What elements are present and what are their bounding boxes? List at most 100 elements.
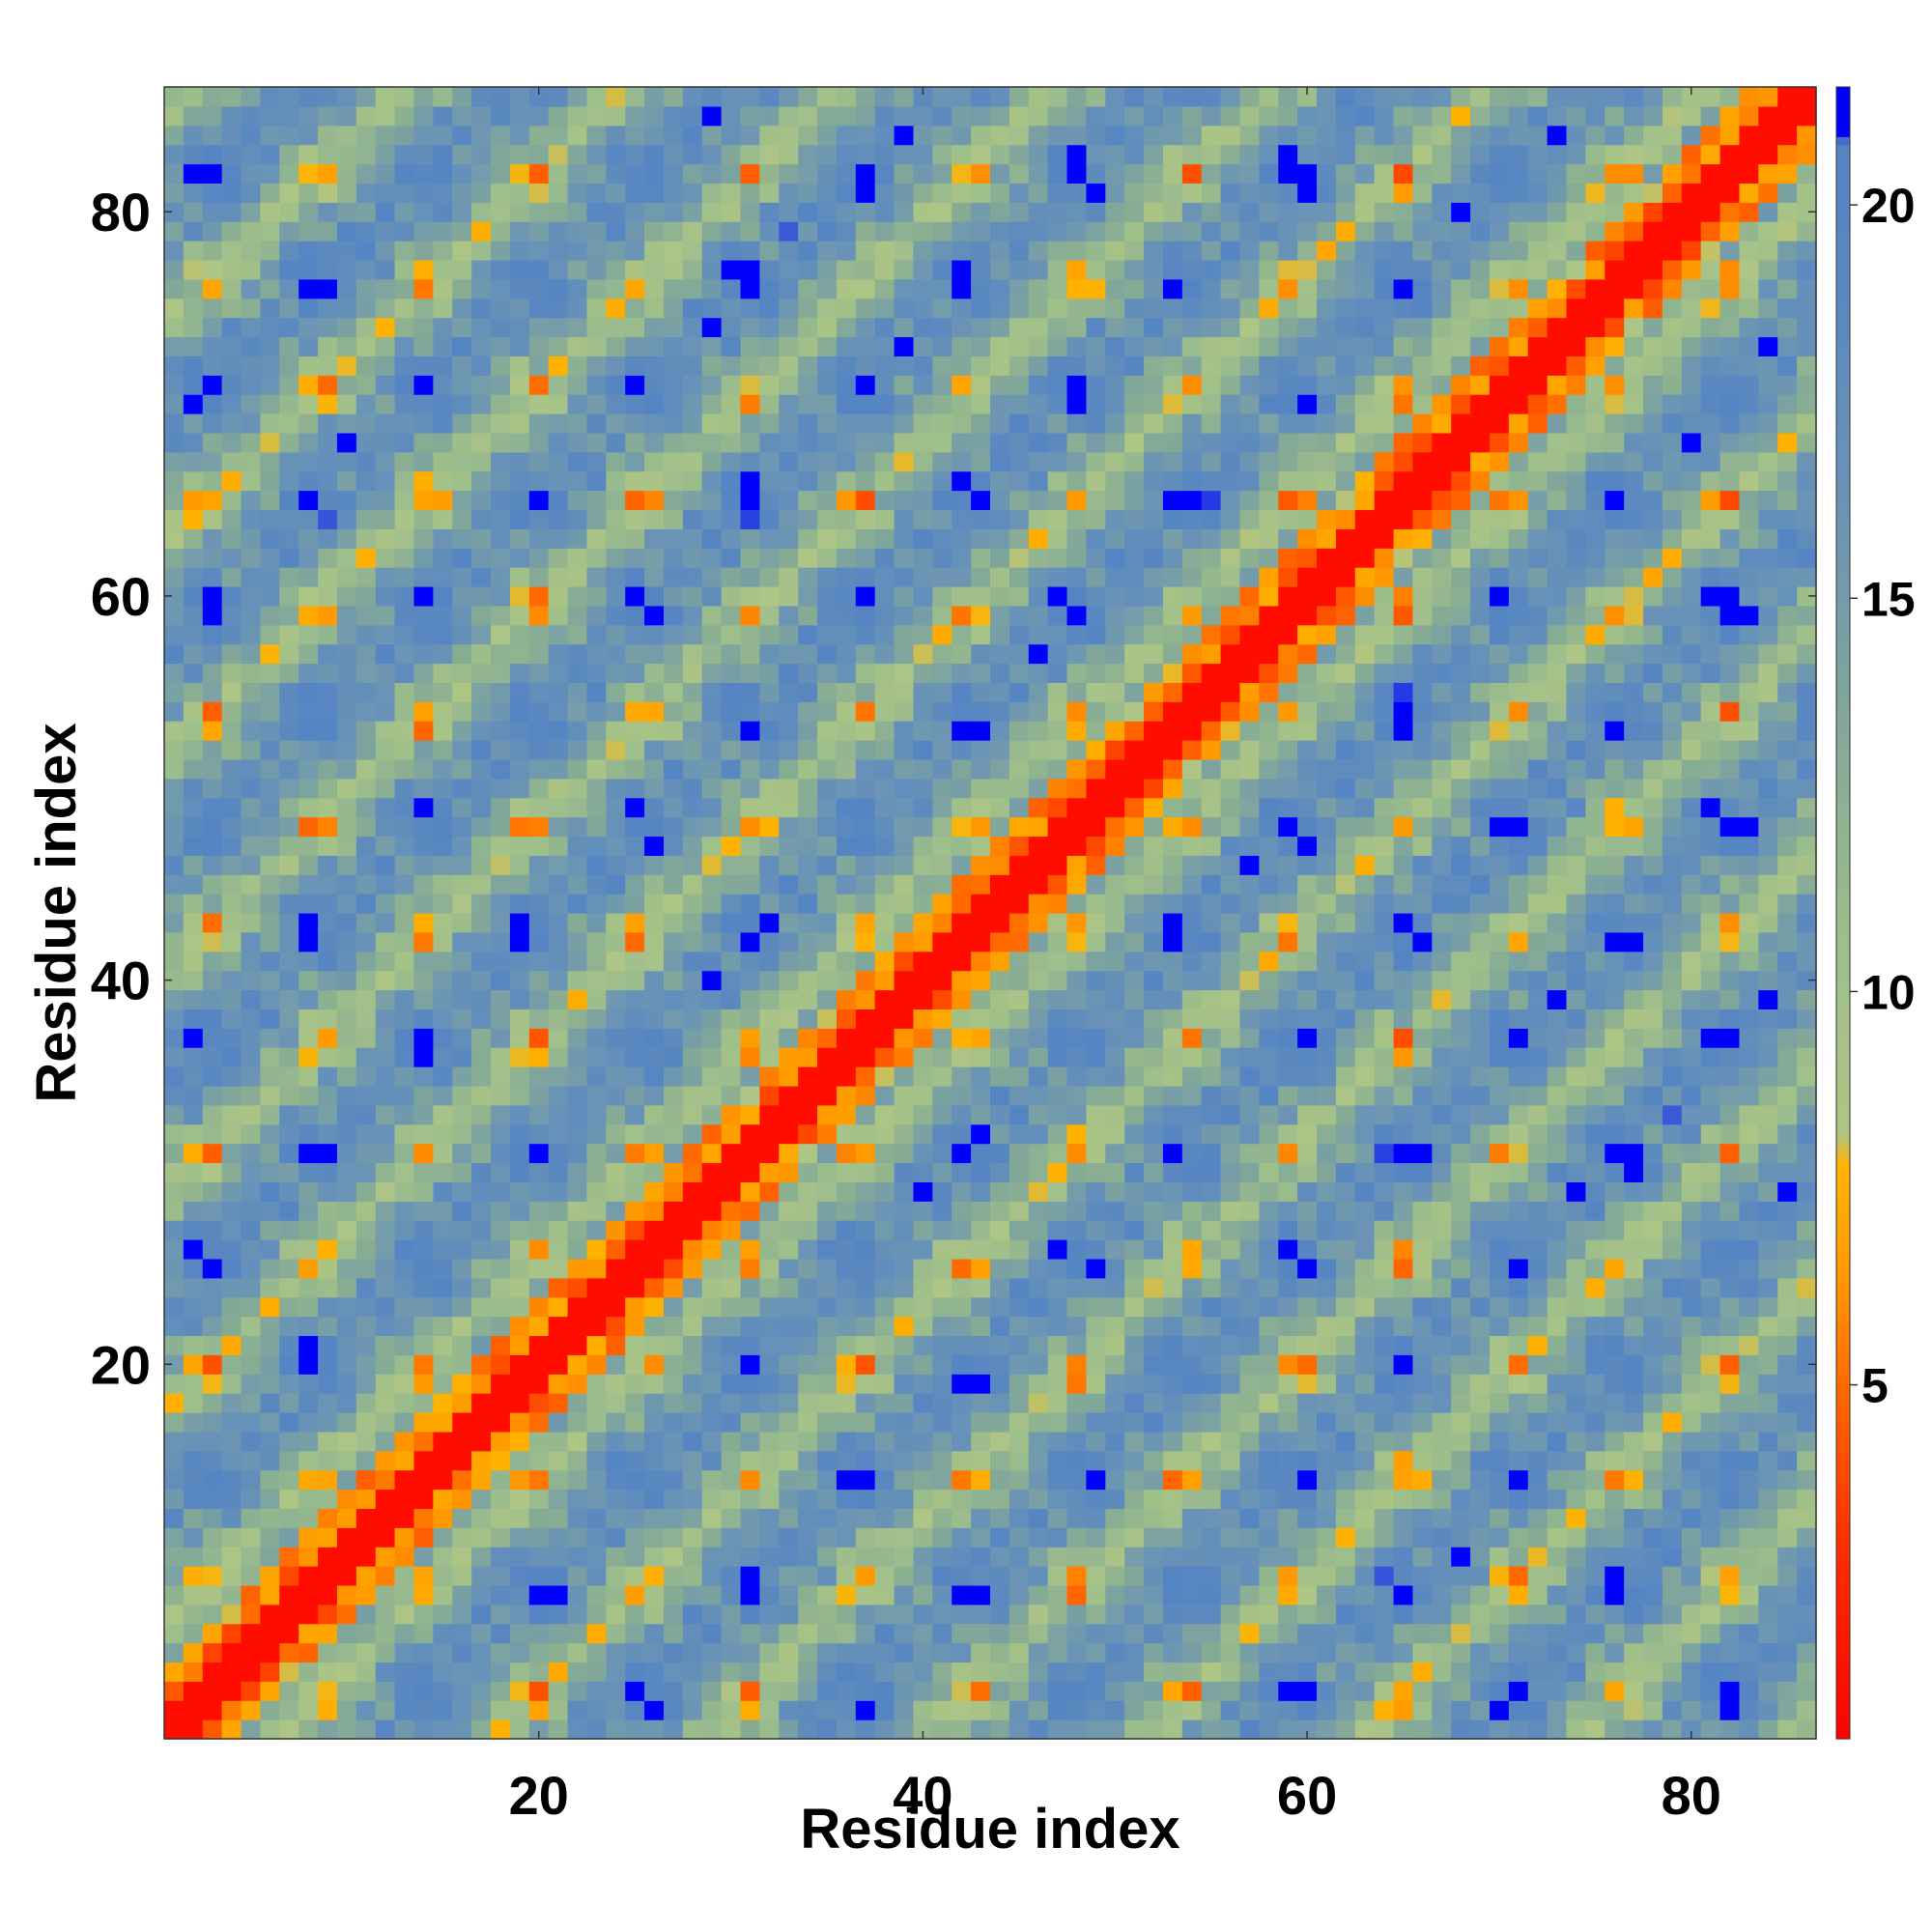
heatmap-cell bbox=[471, 1354, 492, 1375]
heatmap-cell bbox=[491, 1374, 511, 1394]
heatmap-cell bbox=[452, 1642, 472, 1663]
heatmap-cell bbox=[1086, 1469, 1106, 1491]
heatmap-cell bbox=[394, 528, 415, 549]
heatmap-cell bbox=[1162, 394, 1183, 414]
heatmap-cell bbox=[606, 567, 626, 587]
heatmap-cell bbox=[1124, 1335, 1145, 1355]
heatmap-cell bbox=[1086, 931, 1106, 952]
heatmap-cell bbox=[1144, 1469, 1164, 1491]
heatmap-cell bbox=[1124, 432, 1145, 453]
heatmap-cell bbox=[701, 105, 723, 127]
heatmap-cell bbox=[990, 1277, 1010, 1298]
heatmap-cell bbox=[1144, 1028, 1164, 1048]
heatmap-cell bbox=[528, 528, 550, 549]
heatmap-cell bbox=[1259, 624, 1279, 645]
heatmap-cell bbox=[202, 432, 223, 453]
heatmap-cell bbox=[298, 470, 319, 492]
heatmap-cell bbox=[701, 490, 723, 511]
heatmap-cell bbox=[298, 509, 319, 529]
heatmap-cell bbox=[1220, 931, 1241, 952]
heatmap-cell bbox=[394, 1104, 415, 1125]
heatmap-cell bbox=[1201, 643, 1222, 665]
heatmap-cell bbox=[548, 163, 569, 185]
heatmap-cell bbox=[913, 1431, 933, 1452]
heatmap-cell bbox=[1259, 125, 1279, 146]
heatmap-cell bbox=[548, 1085, 569, 1106]
heatmap-cell bbox=[1047, 663, 1068, 683]
heatmap-cell bbox=[836, 1584, 857, 1605]
heatmap-cell bbox=[1009, 1047, 1030, 1067]
heatmap-cell bbox=[336, 1662, 357, 1682]
heatmap-cell bbox=[548, 874, 569, 895]
heatmap-cell bbox=[164, 797, 185, 818]
heatmap-cell bbox=[202, 1296, 223, 1318]
heatmap-cell bbox=[164, 1028, 185, 1048]
heatmap-cell bbox=[1201, 740, 1222, 760]
heatmap-cell bbox=[1066, 1662, 1088, 1682]
heatmap-cell bbox=[1105, 1489, 1125, 1509]
heatmap-cell bbox=[491, 375, 511, 395]
heatmap-cell bbox=[625, 490, 645, 511]
heatmap-cell bbox=[1066, 1354, 1088, 1375]
heatmap-cell bbox=[491, 490, 511, 511]
heatmap-cell bbox=[164, 144, 185, 165]
heatmap-cell bbox=[452, 317, 472, 338]
heatmap-cell bbox=[1047, 451, 1068, 472]
heatmap-cell bbox=[298, 298, 319, 319]
heatmap-cell bbox=[644, 1258, 665, 1279]
heatmap-cell bbox=[798, 740, 818, 760]
heatmap-cell bbox=[164, 163, 185, 185]
heatmap-cell bbox=[625, 758, 645, 780]
heatmap-cell bbox=[375, 1009, 396, 1029]
heatmap-cell bbox=[586, 1566, 607, 1586]
heatmap-cell bbox=[355, 970, 377, 991]
heatmap-cell bbox=[701, 509, 723, 529]
heatmap-cell bbox=[394, 1123, 415, 1145]
heatmap-cell bbox=[279, 894, 299, 914]
heatmap-cell bbox=[817, 970, 838, 991]
heatmap-cell bbox=[1028, 951, 1049, 972]
heatmap-cell bbox=[1144, 836, 1164, 856]
heatmap-cell bbox=[1144, 931, 1164, 952]
heatmap-cell bbox=[394, 394, 415, 414]
heatmap-cell bbox=[836, 1431, 857, 1452]
heatmap-cell bbox=[1201, 221, 1222, 242]
heatmap-cell bbox=[1028, 202, 1049, 222]
heatmap-cell bbox=[279, 1296, 299, 1318]
heatmap-cell bbox=[375, 1566, 396, 1586]
heatmap-cell bbox=[1028, 989, 1049, 1010]
heatmap-cell bbox=[355, 931, 377, 952]
heatmap-cell bbox=[663, 1681, 684, 1701]
heatmap-cell bbox=[1066, 1066, 1088, 1087]
heatmap-cell bbox=[509, 1277, 530, 1298]
heatmap-cell bbox=[355, 125, 377, 146]
heatmap-cell bbox=[682, 241, 703, 261]
heatmap-cell bbox=[509, 125, 530, 146]
heatmap-cell bbox=[952, 1316, 972, 1337]
heatmap-cell bbox=[433, 931, 453, 952]
heatmap-cell bbox=[1220, 874, 1241, 895]
heatmap-cell bbox=[355, 1508, 377, 1528]
heatmap-cell bbox=[798, 721, 818, 741]
heatmap-cell bbox=[759, 355, 780, 376]
heatmap-cell bbox=[759, 1431, 780, 1452]
heatmap-cell bbox=[241, 509, 262, 529]
heatmap-cell bbox=[990, 548, 1010, 568]
heatmap-cell bbox=[817, 931, 838, 952]
heatmap-cell bbox=[1009, 585, 1030, 607]
heatmap-cell bbox=[471, 1009, 492, 1029]
heatmap-cell bbox=[932, 1623, 952, 1644]
heatmap-cell bbox=[1181, 1681, 1203, 1701]
heatmap-cell bbox=[1047, 317, 1068, 338]
heatmap-cell bbox=[1278, 1681, 1298, 1701]
heatmap-cell bbox=[413, 202, 434, 222]
heatmap-cell bbox=[336, 1700, 357, 1720]
heatmap-cell bbox=[759, 797, 780, 818]
heatmap-cell bbox=[279, 1681, 299, 1701]
heatmap-cell bbox=[586, 1681, 607, 1701]
heatmap-cell bbox=[1066, 1681, 1088, 1701]
heatmap-cell bbox=[817, 624, 838, 645]
heatmap-cell bbox=[721, 1393, 742, 1413]
heatmap-cell bbox=[336, 1220, 357, 1240]
heatmap-cell bbox=[528, 1162, 550, 1182]
